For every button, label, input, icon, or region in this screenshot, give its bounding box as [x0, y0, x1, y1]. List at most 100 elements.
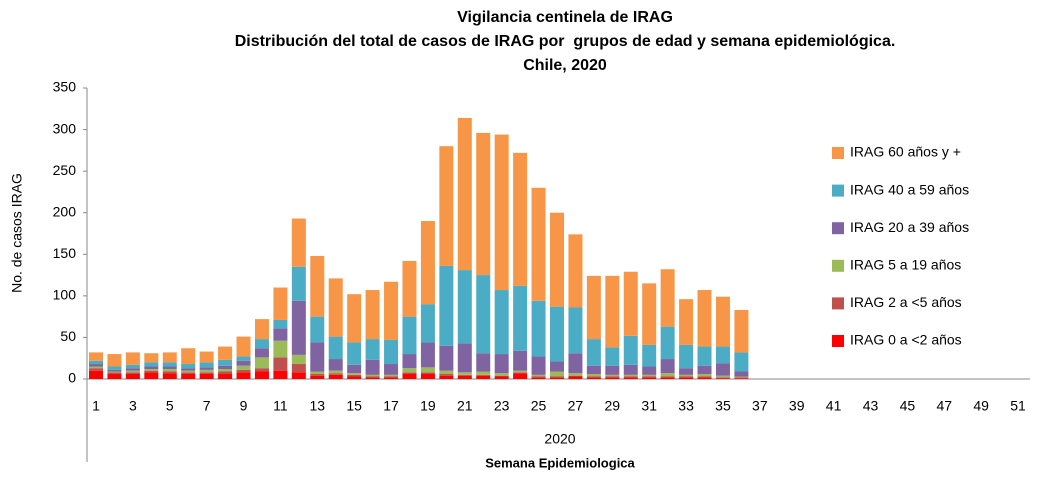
bar-segment: [457, 375, 472, 379]
bar-segment: [328, 370, 343, 374]
bar-segment: [513, 370, 528, 373]
bar-segment: [384, 374, 399, 377]
bar-segment: [181, 372, 196, 375]
legend-swatch: [832, 297, 844, 310]
bar-segment: [162, 373, 177, 379]
bar-segment: [125, 364, 140, 369]
x-tick-label: 43: [863, 398, 879, 414]
bar-segment: [660, 269, 675, 327]
bar-segment: [384, 339, 399, 365]
bar-segment: [402, 368, 417, 373]
bar-segment: [328, 359, 343, 371]
bar-segment: [531, 187, 546, 301]
bar-segment: [586, 377, 601, 379]
bar-segment: [531, 377, 546, 379]
bar-segment: [254, 319, 269, 340]
x-tick-label: 19: [420, 398, 436, 414]
bar-segment: [494, 354, 509, 374]
bar-segment: [402, 354, 417, 369]
x-tick-label: 3: [129, 398, 137, 414]
bar-segment: [457, 117, 472, 271]
legend-label: IRAG 0 a <2 años: [850, 332, 962, 348]
bar-segment: [420, 367, 435, 373]
bar-segment: [697, 365, 712, 375]
x-tick-label: 21: [457, 398, 473, 414]
bar-segment: [125, 370, 140, 373]
bar-segment: [623, 271, 638, 336]
bar-segment: [531, 356, 546, 375]
bar-segment: [365, 376, 380, 378]
legend-label: IRAG 20 a 39 años: [850, 219, 969, 235]
bar-segment: [568, 234, 583, 308]
y-tick-label: 350: [53, 79, 77, 95]
bar-segment: [439, 146, 454, 266]
bar-segment: [199, 372, 214, 375]
bar-segment: [107, 372, 122, 375]
bar-segment: [365, 374, 380, 377]
bar-segment: [605, 365, 620, 375]
bar-segment: [402, 260, 417, 317]
legend-label: IRAG 5 a 19 años: [850, 257, 961, 273]
bar-segment: [107, 354, 122, 367]
bar-segment: [605, 374, 620, 377]
bar-segment: [586, 376, 601, 378]
bar-segment: [550, 376, 564, 378]
bar-segment: [513, 373, 528, 379]
bar-segment: [291, 372, 306, 379]
y-tick-label: 200: [53, 203, 77, 219]
bar-segment: [236, 356, 251, 361]
bar-segment: [568, 307, 583, 354]
bar-segment: [642, 377, 657, 379]
bar-segment: [513, 285, 528, 351]
bar-segment: [679, 344, 694, 369]
bar-segment: [623, 376, 638, 378]
legend-swatch: [832, 335, 844, 347]
legend-swatch: [832, 184, 844, 197]
bar-segment: [623, 335, 638, 365]
bar-segment: [218, 374, 233, 379]
bar-segment: [273, 319, 288, 329]
bar-segment: [273, 357, 288, 371]
bar-segment: [531, 376, 546, 378]
x-tick-label: 51: [1010, 398, 1026, 414]
bar-segment: [162, 352, 177, 363]
bar-segment: [310, 255, 325, 317]
bar-segment: [310, 374, 325, 376]
bar-segment: [365, 339, 380, 360]
bar-segment: [310, 371, 325, 375]
bar-segment: [494, 290, 509, 355]
bar-segment: [586, 374, 601, 377]
bar-segment: [439, 345, 454, 371]
bar-segment: [439, 370, 454, 375]
bar-segment: [254, 348, 269, 358]
legend-swatch: [832, 147, 844, 159]
bar-segment: [439, 374, 454, 376]
bar-segment: [347, 364, 362, 374]
bar-segment: [679, 376, 694, 378]
bar-segment: [162, 369, 177, 372]
bar-segment: [457, 372, 472, 375]
bar-segment: [107, 369, 122, 372]
bar-segment: [734, 377, 749, 379]
bar-segment: [347, 294, 362, 343]
bar-segment: [199, 369, 214, 373]
bar-segment: [457, 343, 472, 373]
bar-segment: [347, 374, 362, 377]
bar-segment: [125, 352, 140, 365]
bar-segment: [181, 374, 196, 379]
x-tick-label: 13: [309, 398, 325, 414]
bar-segment: [144, 366, 159, 370]
bar-segment: [254, 368, 269, 372]
bar-segment: [218, 346, 233, 360]
bar-segment: [89, 352, 103, 361]
bar-segment: [384, 364, 399, 375]
bar-segment: [457, 270, 472, 344]
bar-segment: [384, 377, 399, 379]
bar-segment: [476, 275, 491, 354]
bar-segment: [623, 377, 638, 379]
bar-segment: [513, 152, 528, 286]
bar-segment: [586, 365, 601, 375]
x-axis-title: Semana Epidemiologica: [485, 455, 635, 470]
bar-segment: [715, 377, 730, 379]
bar-segment: [439, 375, 454, 379]
